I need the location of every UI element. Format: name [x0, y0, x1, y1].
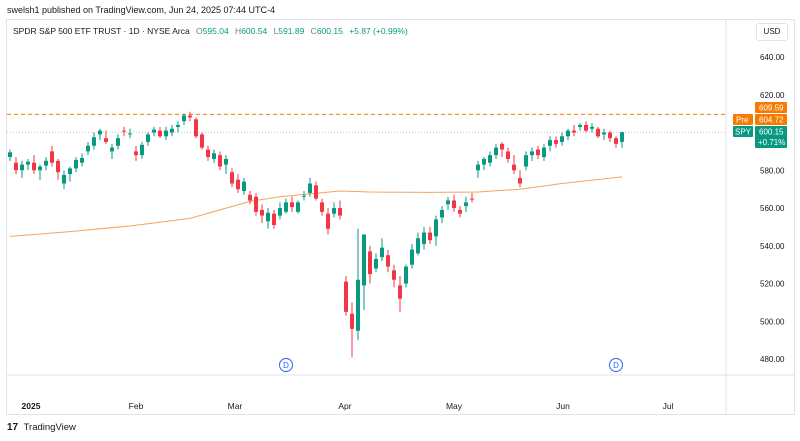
attribution-text: swelsh1 published on TradingView.com, Ju…	[7, 5, 275, 15]
chart-frame	[6, 19, 795, 415]
close-value: 600.15	[316, 26, 343, 36]
change-value: +5.87 (+0.99%)	[349, 26, 408, 36]
high-label: H	[235, 26, 242, 36]
footer-brand: 17 TradingView	[7, 422, 76, 433]
open-label: O	[196, 26, 203, 36]
low-label: L	[273, 26, 279, 36]
symbol-title[interactable]: SPDR S&P 500 ETF TRUST · 1D · NYSE Arca	[13, 26, 190, 36]
close-label: C	[310, 26, 317, 36]
low-value: 591.89	[278, 26, 305, 36]
currency-button[interactable]: USD	[756, 23, 788, 41]
high-value: 600.54	[241, 26, 268, 36]
tradingview-logo-icon: 17	[7, 422, 19, 433]
open-value: 595.04	[202, 26, 229, 36]
brand-name: TradingView	[23, 422, 76, 433]
symbol-legend: SPDR S&P 500 ETF TRUST · 1D · NYSE Arca …	[13, 26, 408, 36]
